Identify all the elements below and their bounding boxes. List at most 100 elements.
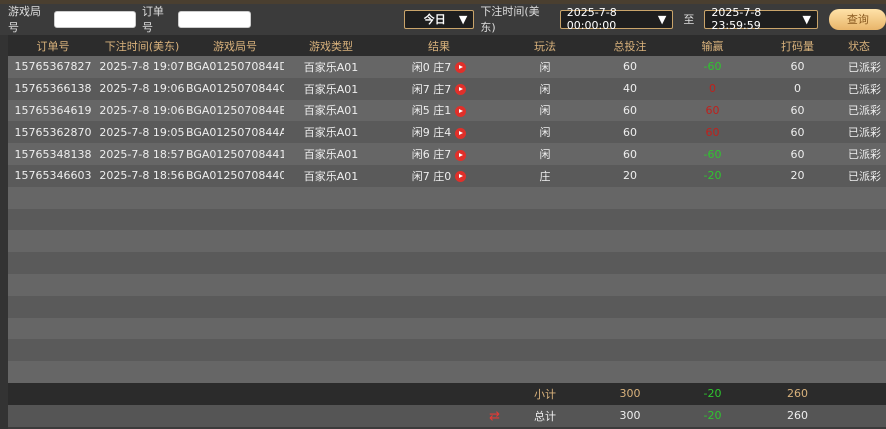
order-label: 订单号 — [141, 5, 164, 34]
order-input[interactable] — [177, 10, 251, 28]
cell-status: 已派彩 — [840, 168, 886, 184]
cell-turnover: 60 — [755, 148, 840, 161]
empty-row — [8, 186, 886, 209]
result-text: 闲7 庄7 — [411, 82, 452, 96]
chevron-down-icon: ▼ — [458, 12, 468, 26]
column-header: 玩法 — [534, 39, 556, 53]
status-text: 已派彩 — [848, 169, 881, 183]
time-text: 2025-7-8 18:56 — [99, 169, 185, 183]
bet_on-text: 闲 — [539, 82, 551, 96]
cell-bet: 20 — [590, 169, 670, 182]
bet-text: 60 — [623, 103, 637, 117]
end-time-select[interactable]: 2025-7-8 23:59:59 ▼ — [704, 6, 818, 32]
play-replay-icon[interactable] — [455, 127, 467, 139]
cell-turnover: 60 — [755, 126, 840, 139]
cell-status: 已派彩 — [840, 146, 886, 162]
cell-round: BGA0125070844C — [186, 82, 284, 95]
win-text: -60 — [703, 147, 722, 161]
cell-round: BGA0125070844D — [186, 60, 284, 73]
cell-order: 15765367827 — [8, 60, 98, 73]
turnover-text: 20 — [790, 169, 805, 183]
round-input[interactable] — [53, 10, 136, 28]
play-replay-icon[interactable] — [455, 149, 467, 161]
total-label: 总计 — [534, 409, 556, 423]
table-row: 15765346603 2025-7-8 18:56 BGA01250708440 百… — [8, 164, 886, 187]
play-replay-icon[interactable] — [455, 84, 467, 96]
filter-bar: 游戏局号 订单号 今日 ▼ 下注时间(美东) 2025-7-8 00:00:00 ▼… — [0, 4, 886, 34]
type-text: 百家乐A01 — [303, 148, 359, 162]
cell-bet: 60 — [590, 60, 670, 73]
chevron-down-icon: ▼ — [802, 12, 811, 26]
cell-bet: 60 — [590, 104, 670, 117]
bet-text: 40 — [623, 82, 637, 96]
turnover-text: 60 — [790, 125, 805, 139]
order-text: 15765364619 — [14, 103, 92, 117]
subtotal-row: 小计 300 -20 260 — [8, 382, 886, 405]
cell-time: 2025-7-8 19:07 — [98, 60, 186, 73]
win-text: 0 — [709, 82, 716, 96]
empty-row — [8, 230, 886, 253]
bet_on-text: 闲 — [539, 60, 551, 74]
cell-time: 2025-7-8 18:56 — [98, 169, 186, 182]
order-text: 15765362870 — [14, 125, 92, 139]
type-text: 百家乐A01 — [303, 82, 359, 96]
cell-type: 百家乐A01 — [284, 102, 378, 118]
order-text: 15765346603 — [14, 169, 92, 183]
subtotal-win: -20 — [703, 387, 722, 401]
column-header: 游戏类型 — [309, 39, 353, 53]
result-text: 闲0 庄7 — [411, 60, 452, 74]
cell-type: 百家乐A01 — [284, 81, 378, 97]
cell-status: 已派彩 — [840, 59, 886, 75]
play-replay-icon[interactable] — [455, 105, 467, 117]
column-header: 打码量 — [781, 39, 814, 53]
left-strip — [0, 35, 8, 429]
order-text: 15765348138 — [14, 147, 92, 161]
query-button[interactable]: 查询 — [828, 8, 886, 30]
period-select[interactable]: 今日 ▼ — [403, 9, 475, 29]
cell-round: BGA01250708441 — [186, 148, 284, 161]
cell-type: 百家乐A01 — [284, 124, 378, 140]
start-time-value: 2025-7-8 00:00:00 — [566, 6, 617, 32]
type-text: 百家乐A01 — [303, 169, 359, 183]
total-turnover: 260 — [787, 409, 808, 423]
total-row: ⇄ 总计 300 -20 260 — [8, 404, 886, 427]
total-win: -20 — [703, 409, 722, 423]
cell-bet_on: 闲 — [500, 124, 590, 140]
cell-round: BGA0125070844B — [186, 104, 284, 117]
cell-time: 2025-7-8 19:06 — [98, 82, 186, 95]
bet_on-text: 闲 — [539, 148, 551, 162]
empty-row — [8, 208, 886, 231]
refresh-icon[interactable]: ⇄ — [489, 409, 500, 423]
time-text: 2025-7-8 19:06 — [99, 82, 185, 96]
bet-text: 60 — [623, 60, 637, 74]
empty-row — [8, 317, 886, 340]
status-text: 已派彩 — [848, 148, 881, 162]
turnover-text: 0 — [794, 82, 801, 96]
cell-turnover: 60 — [755, 60, 840, 73]
round-text: BGA01250708440 — [186, 169, 284, 183]
turnover-text: 60 — [790, 60, 805, 74]
cell-order: 15765366138 — [8, 82, 98, 95]
bet-text: 20 — [623, 169, 637, 183]
win-text: 60 — [705, 103, 720, 117]
cell-order: 15765346603 — [8, 169, 98, 182]
play-replay-icon[interactable] — [455, 62, 467, 74]
cell-status: 已派彩 — [840, 81, 886, 97]
cell-bet_on: 闲 — [500, 102, 590, 118]
cell-time: 2025-7-8 18:57 — [98, 148, 186, 161]
order-text: 15765366138 — [14, 82, 92, 96]
bet_on-text: 庄 — [539, 169, 551, 183]
bet-text: 60 — [623, 147, 637, 161]
type-text: 百家乐A01 — [303, 104, 359, 118]
start-time-select[interactable]: 2025-7-8 00:00:00 ▼ — [559, 6, 674, 32]
cell-result: 闲7 庄0 — [378, 168, 500, 184]
column-header: 订单号 — [36, 39, 70, 53]
cell-order: 15765362870 — [8, 126, 98, 139]
column-header: 总投注 — [613, 39, 647, 53]
cell-result: 闲9 庄4 — [378, 124, 500, 140]
round-text: BGA0125070844D — [186, 60, 284, 74]
round-text: BGA01250708441 — [186, 147, 284, 161]
play-replay-icon[interactable] — [455, 171, 467, 183]
status-text: 已派彩 — [848, 104, 881, 118]
cell-bet: 40 — [590, 82, 670, 95]
